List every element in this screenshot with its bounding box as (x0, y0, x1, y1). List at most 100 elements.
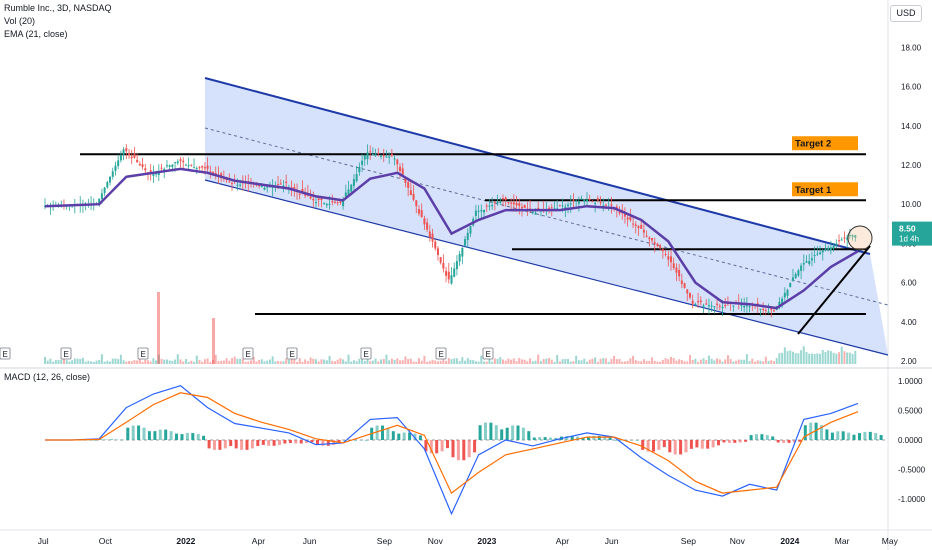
volume-bar (323, 359, 326, 364)
candle-body (174, 162, 177, 164)
macd-histogram-bar (852, 434, 856, 440)
volume-bar (778, 353, 781, 364)
macd-histogram-bar (494, 425, 498, 440)
volume-bar (87, 360, 90, 364)
candle-body (781, 298, 784, 305)
volume-bar (724, 359, 727, 364)
volume-bar (539, 361, 542, 364)
volume-bar (434, 360, 437, 364)
volume-bar (130, 361, 133, 364)
macd-histogram-bar (744, 440, 748, 442)
candle-body (285, 181, 288, 183)
volume-bar (699, 359, 702, 364)
candle-body (111, 171, 114, 177)
volume-bar (247, 361, 250, 364)
currency-selector[interactable]: USD (890, 5, 922, 22)
macd-histogram-bar (267, 440, 271, 446)
candle-body (588, 198, 591, 200)
target2-label: Target 2 (795, 139, 831, 150)
candle-body (716, 303, 719, 305)
volume-bar (640, 361, 643, 364)
candle-body (230, 183, 233, 185)
volume-bar (748, 360, 751, 364)
macd-histogram-bar (760, 434, 764, 440)
time-axis-tick: Nov (428, 536, 444, 546)
candle-body (718, 305, 721, 307)
candle-body (743, 305, 746, 308)
candle-body (789, 283, 792, 288)
candle-body (179, 159, 182, 161)
volume-bar (385, 354, 388, 364)
last-price-value: 8.50 (899, 224, 916, 234)
candle-body (187, 165, 190, 167)
candle-body (157, 172, 160, 176)
candle-body (412, 193, 415, 200)
time-axis-tick: Apr (252, 536, 265, 546)
macd-histogram-bar (283, 440, 287, 444)
volume-bar (371, 360, 374, 364)
earnings-marker (482, 347, 494, 360)
candle-body (485, 205, 488, 207)
macd-histogram-bar (868, 431, 872, 440)
volume-bar (754, 361, 757, 364)
volume-bar (816, 353, 819, 364)
candle-body (236, 184, 239, 186)
volume-bar (233, 356, 236, 364)
candle-body (515, 202, 518, 206)
macd-histogram-bar (440, 440, 444, 452)
macd-histogram-bar (635, 440, 639, 441)
volume-bar (575, 355, 578, 364)
macd-histogram-bar (104, 439, 108, 440)
volume-bar (190, 360, 193, 364)
volume-bar (352, 360, 355, 364)
volume-bar (92, 361, 95, 364)
volume-bar (694, 358, 697, 364)
volume-bar (442, 357, 445, 364)
candle-body (464, 239, 467, 246)
candle-body (499, 201, 502, 203)
volume-bar (255, 361, 258, 364)
volume-bar (772, 361, 775, 364)
macd-histogram-bar (549, 437, 552, 440)
macd-histogram-bar (489, 422, 493, 440)
volume-bar (225, 358, 228, 364)
candle-body (206, 165, 209, 169)
macd-histogram-bar (532, 437, 536, 440)
candle-body (634, 224, 637, 227)
macd-histogram-bar (711, 440, 715, 448)
candle-body (702, 305, 705, 307)
candle-body (333, 201, 336, 203)
candle-body (331, 201, 334, 203)
volume-bar (843, 351, 846, 364)
target2-box (792, 136, 858, 151)
macd-histogram-bar (229, 440, 233, 447)
macd-histogram-bar (863, 431, 867, 440)
volume-bar (572, 361, 575, 364)
last-price-badge (892, 221, 932, 246)
candle-body (477, 210, 480, 212)
macd-histogram-bar (657, 440, 661, 450)
bar-countdown: 1d 4h (899, 235, 919, 244)
volume-bar (220, 360, 223, 364)
volume-bar (287, 359, 290, 364)
volume-bar (545, 358, 548, 364)
volume-bar (298, 358, 301, 364)
candle-body (439, 257, 442, 263)
price-axis-tick: 10.00 (901, 200, 922, 209)
volume-bar (577, 360, 580, 364)
volume-bar (529, 358, 532, 364)
candle-body (537, 207, 540, 210)
macd-histogram-bar (858, 433, 861, 440)
volume-bar (222, 360, 225, 364)
volume-bar (504, 360, 507, 364)
candle-body (380, 155, 383, 157)
candle-body (548, 207, 551, 209)
volume-bar (786, 351, 789, 364)
candle-body (813, 254, 816, 256)
time-axis-tick: Jun (605, 536, 619, 546)
macd-histogram-bar (413, 433, 417, 440)
volume-bar (426, 361, 429, 364)
candle-body (623, 214, 626, 217)
volume-bar (615, 359, 618, 364)
